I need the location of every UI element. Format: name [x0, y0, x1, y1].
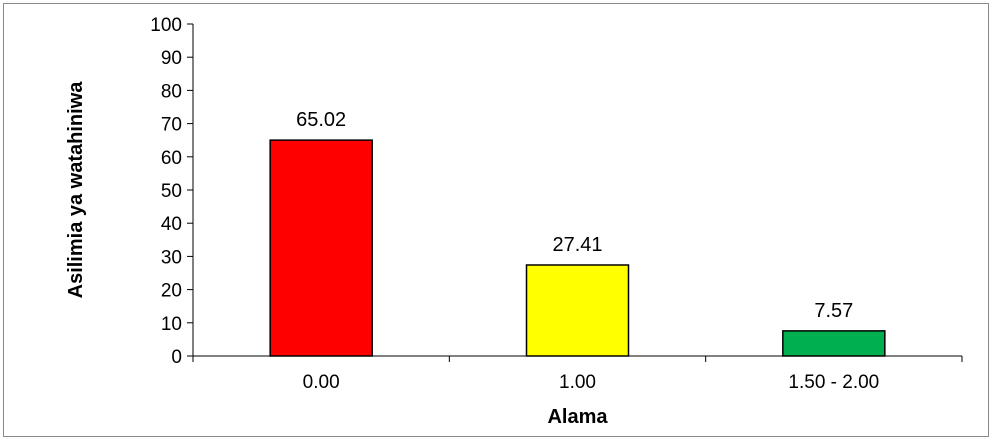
data-labels: 65.02 27.41 7.57 — [296, 109, 853, 322]
bar-1 — [269, 139, 373, 357]
data-label: 7.57 — [814, 300, 853, 322]
x-axis-title: Alama — [547, 406, 608, 428]
bar-2 — [525, 264, 630, 357]
bar-3 — [782, 330, 886, 357]
y-tick-label: 90 — [161, 48, 182, 69]
y-tick-label: 0 — [171, 347, 182, 368]
chart-frame — [3, 3, 989, 437]
data-label: 27.41 — [552, 234, 602, 256]
x-tick-label: 1.00 — [559, 372, 596, 393]
bars — [269, 139, 886, 357]
y-tick-label: 20 — [161, 281, 182, 302]
y-axis-title: Asilimia ya watahiniwa — [65, 81, 87, 299]
x-tick-label: 1.50 - 2.00 — [788, 372, 879, 393]
y-tick-label: 60 — [161, 148, 182, 169]
x-tick-label: 0.00 — [303, 372, 340, 393]
y-tick-label: 70 — [161, 115, 182, 136]
y-tick-label: 50 — [161, 181, 182, 202]
y-tick-label: 100 — [150, 15, 182, 36]
y-tick-label: 80 — [161, 81, 182, 102]
x-axis-ticks: 0.00 1.00 1.50 - 2.00 — [192, 356, 963, 393]
data-label: 65.02 — [296, 109, 346, 131]
y-axis-ticks: 0 10 20 30 40 50 60 70 80 90 100 — [150, 15, 193, 368]
y-tick-label: 10 — [161, 314, 182, 335]
y-tick-label: 30 — [161, 247, 182, 268]
y-tick-label: 40 — [161, 214, 182, 235]
